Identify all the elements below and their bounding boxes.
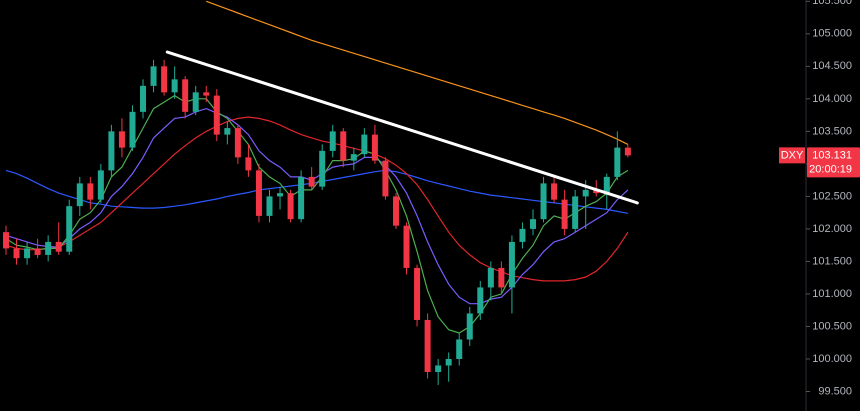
candle-body bbox=[3, 232, 9, 249]
candle-body bbox=[487, 267, 494, 288]
candle-body bbox=[24, 248, 31, 259]
candle-body bbox=[329, 131, 336, 151]
moving-average-line bbox=[5, 107, 629, 305]
moving-average-line bbox=[5, 116, 629, 282]
candle-body bbox=[593, 189, 600, 194]
candle-body bbox=[45, 241, 52, 255]
moving-average-line bbox=[206, 0, 629, 145]
candle-body bbox=[171, 79, 178, 93]
candle-body bbox=[477, 287, 484, 314]
y-tick-label: 100.000 bbox=[812, 353, 852, 365]
candle-body bbox=[319, 150, 326, 187]
candle-body bbox=[287, 193, 294, 220]
candle-body bbox=[118, 131, 125, 148]
moving-average-line bbox=[5, 169, 629, 214]
candle-body bbox=[203, 92, 210, 96]
countdown-label: 20:00:19 bbox=[809, 163, 852, 175]
candle-body bbox=[13, 248, 20, 259]
candle-body bbox=[414, 267, 421, 320]
y-tick-label: 101.500 bbox=[812, 255, 852, 267]
candle-body bbox=[308, 176, 315, 187]
candle-body bbox=[582, 189, 589, 197]
y-tick-label: 104.000 bbox=[812, 93, 852, 105]
price-tag bbox=[807, 147, 860, 178]
y-tick-label: 104.500 bbox=[812, 60, 852, 72]
candle-body bbox=[624, 147, 631, 156]
candle-body bbox=[540, 183, 547, 220]
candle-body bbox=[245, 157, 252, 171]
candle-body bbox=[551, 183, 558, 200]
candle-body bbox=[371, 134, 378, 161]
y-tick-label: 100.500 bbox=[812, 320, 852, 332]
candle-body bbox=[66, 206, 73, 252]
candle-body bbox=[97, 170, 104, 200]
candle-body bbox=[498, 267, 505, 288]
candle-body bbox=[456, 339, 463, 359]
candle-body bbox=[382, 160, 389, 197]
candle-body bbox=[435, 365, 442, 372]
candle-body bbox=[277, 193, 284, 197]
candle-body bbox=[508, 241, 515, 288]
candle-body bbox=[424, 319, 431, 372]
price-label: 103.131 bbox=[812, 149, 852, 161]
symbol-tag bbox=[779, 147, 805, 164]
candle-body bbox=[129, 111, 136, 148]
y-tick-label: 105.000 bbox=[812, 28, 852, 40]
candle-body bbox=[234, 128, 241, 158]
candle-body bbox=[87, 183, 94, 200]
candle-body bbox=[150, 66, 157, 86]
candle-body bbox=[614, 147, 621, 177]
candle-body bbox=[572, 196, 579, 229]
trendline bbox=[165, 50, 639, 205]
candle-body bbox=[108, 131, 115, 171]
candle-body bbox=[192, 92, 199, 112]
candle-body bbox=[255, 170, 262, 216]
y-tick-label: 102.500 bbox=[812, 190, 852, 202]
symbol-label: DXY bbox=[781, 149, 804, 161]
candle-body bbox=[530, 219, 536, 229]
candle-body bbox=[445, 358, 452, 366]
candle-body bbox=[55, 241, 62, 252]
y-tick-label: 103.500 bbox=[812, 125, 852, 137]
y-tick-label: 102.000 bbox=[812, 223, 852, 235]
candle-body bbox=[361, 134, 368, 155]
candle-body bbox=[182, 79, 189, 112]
candle-body bbox=[161, 66, 168, 93]
candle-body bbox=[561, 199, 568, 229]
candle-body bbox=[76, 183, 83, 207]
candle-body bbox=[603, 176, 610, 194]
candle-body bbox=[34, 248, 41, 255]
candle-body bbox=[350, 154, 357, 161]
candle-body bbox=[213, 95, 220, 135]
candle-body bbox=[140, 85, 147, 112]
candle-body bbox=[340, 131, 347, 161]
candle-body bbox=[266, 196, 273, 216]
moving-average-line bbox=[5, 94, 629, 334]
candle-body bbox=[403, 225, 410, 268]
candle-body bbox=[224, 128, 231, 135]
y-tick-label: 105.500 bbox=[812, 0, 852, 7]
candle-body bbox=[519, 228, 526, 242]
candle-body bbox=[392, 196, 399, 226]
y-tick-label: 99.500 bbox=[818, 385, 852, 397]
y-tick-label: 101.000 bbox=[812, 288, 852, 300]
candle-body bbox=[298, 176, 305, 220]
candle-body bbox=[466, 313, 473, 340]
